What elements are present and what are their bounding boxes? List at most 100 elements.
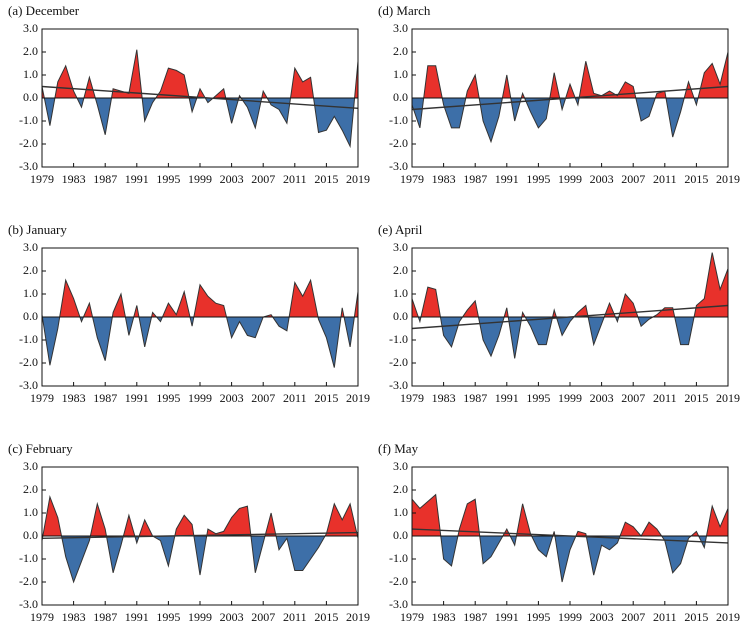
x-tick-label: 1983 <box>62 391 86 405</box>
panel-title: (b) January <box>8 222 67 237</box>
series-line <box>411 252 729 359</box>
y-tick-label: -1.0 <box>19 551 38 565</box>
y-tick-label: -1.0 <box>19 113 38 127</box>
y-tick-label: 2.0 <box>23 482 38 496</box>
x-tick-label: 2011 <box>283 391 307 405</box>
y-tick-label: 0.0 <box>23 90 38 104</box>
x-tick-label: 1987 <box>463 172 487 186</box>
y-tick-label: -1.0 <box>19 332 38 346</box>
panel-title: (d) March <box>378 3 431 18</box>
x-tick-label: 1991 <box>495 610 519 624</box>
y-tick-label: -2.0 <box>389 136 408 150</box>
y-tick-label: 0.0 <box>393 90 408 104</box>
x-tick-label: 2019 <box>716 172 740 186</box>
negative-area <box>412 536 728 582</box>
x-tick-label: 2019 <box>346 610 370 624</box>
panel: (c) February -3.0 -2.0 -1.0 0.0 1.0 2.0 3.0 1979… <box>8 441 370 624</box>
x-tick-label: 1979 <box>30 172 54 186</box>
x-tick-label: 1983 <box>432 172 456 186</box>
x-tick-label: 2003 <box>220 172 244 186</box>
y-tick-label: -3.0 <box>19 597 38 611</box>
y-tick-label: 0.0 <box>23 309 38 323</box>
x-tick-label: 2011 <box>283 610 307 624</box>
y-tick-label: 3.0 <box>23 240 38 254</box>
y-tick-label: 3.0 <box>393 459 408 473</box>
x-tick-label: 1999 <box>558 391 582 405</box>
x-tick-label: 2019 <box>716 610 740 624</box>
x-tick-label: 2015 <box>314 172 338 186</box>
y-tick-label: 1.0 <box>393 505 408 519</box>
panel-title: (a) December <box>8 3 80 18</box>
x-tick-label: 2011 <box>283 172 307 186</box>
x-tick-label: 2003 <box>590 610 614 624</box>
y-tick-label: 2.0 <box>393 44 408 58</box>
x-tick-label: 1983 <box>62 610 86 624</box>
x-tick-label: 1987 <box>93 172 117 186</box>
x-tick-label: 2015 <box>314 391 338 405</box>
y-tick-label: -3.0 <box>389 597 408 611</box>
trend-line <box>41 85 359 110</box>
y-tick-label: 1.0 <box>393 286 408 300</box>
y-tick-label: 2.0 <box>23 44 38 58</box>
y-tick-label: 2.0 <box>393 482 408 496</box>
y-tick-label: -1.0 <box>389 113 408 127</box>
negative-area <box>42 98 358 147</box>
x-tick-label: 1979 <box>400 610 424 624</box>
x-tick-label: 1999 <box>188 172 212 186</box>
x-tick-label: 1991 <box>125 610 149 624</box>
series-line <box>41 495 359 584</box>
x-tick-label: 2015 <box>314 610 338 624</box>
series-line <box>41 49 359 149</box>
x-tick-label: 1987 <box>93 391 117 405</box>
positive-area <box>412 494 728 536</box>
x-tick-label: 1979 <box>400 172 424 186</box>
x-tick-label: 1995 <box>156 172 180 186</box>
y-tick-label: 0.0 <box>23 528 38 542</box>
y-tick-label: 3.0 <box>393 21 408 35</box>
x-tick-label: 2015 <box>684 172 708 186</box>
x-tick-label: 1983 <box>62 172 86 186</box>
x-tick-label: 2003 <box>590 391 614 405</box>
x-tick-label: 1995 <box>526 610 550 624</box>
x-tick-label: 1991 <box>125 172 149 186</box>
x-tick-label: 2007 <box>251 610 275 624</box>
panel: (d) March -3.0 -2.0 -1.0 0.0 1.0 2.0 3.0 1979 198… <box>378 3 740 186</box>
y-tick-label: -3.0 <box>19 159 38 173</box>
x-tick-label: 1983 <box>432 391 456 405</box>
trend-line <box>411 85 729 111</box>
y-tick-label: -3.0 <box>19 378 38 392</box>
y-tick-label: -3.0 <box>389 378 408 392</box>
x-tick-label: 1979 <box>30 610 54 624</box>
x-tick-label: 1991 <box>495 391 519 405</box>
x-tick-label: 2011 <box>653 391 677 405</box>
trend-line <box>411 528 729 544</box>
x-tick-label: 1987 <box>463 391 487 405</box>
trend-line <box>41 531 359 539</box>
x-tick-label: 2019 <box>716 391 740 405</box>
x-tick-label: 2015 <box>684 391 708 405</box>
x-tick-label: 2019 <box>346 391 370 405</box>
x-tick-label: 1991 <box>125 391 149 405</box>
y-tick-label: 0.0 <box>393 309 408 323</box>
y-tick-label: -2.0 <box>19 574 38 588</box>
x-tick-label: 1999 <box>188 610 212 624</box>
panel-title: (e) April <box>378 222 423 237</box>
panel: (f) May -3.0 -2.0 -1.0 0.0 1.0 2.0 3.0 1979 1983 1… <box>378 441 740 624</box>
panel: (a) December -3.0 -2.0 -1.0 0.0 1.0 2.0 3.0 1979… <box>8 3 370 186</box>
y-tick-label: 3.0 <box>23 459 38 473</box>
panel-title: (c) February <box>8 441 73 456</box>
y-tick-label: -2.0 <box>389 574 408 588</box>
y-tick-label: -1.0 <box>389 332 408 346</box>
x-tick-label: 1995 <box>526 391 550 405</box>
y-tick-label: 1.0 <box>393 67 408 81</box>
y-tick-label: -2.0 <box>19 136 38 150</box>
y-tick-label: 2.0 <box>23 263 38 277</box>
y-tick-label: 2.0 <box>393 263 408 277</box>
y-tick-label: 3.0 <box>23 21 38 35</box>
y-tick-label: 0.0 <box>393 528 408 542</box>
x-tick-label: 2003 <box>220 610 244 624</box>
y-tick-label: 3.0 <box>393 240 408 254</box>
x-tick-label: 2011 <box>653 610 677 624</box>
x-tick-label: 1979 <box>400 391 424 405</box>
x-tick-label: 2019 <box>346 172 370 186</box>
